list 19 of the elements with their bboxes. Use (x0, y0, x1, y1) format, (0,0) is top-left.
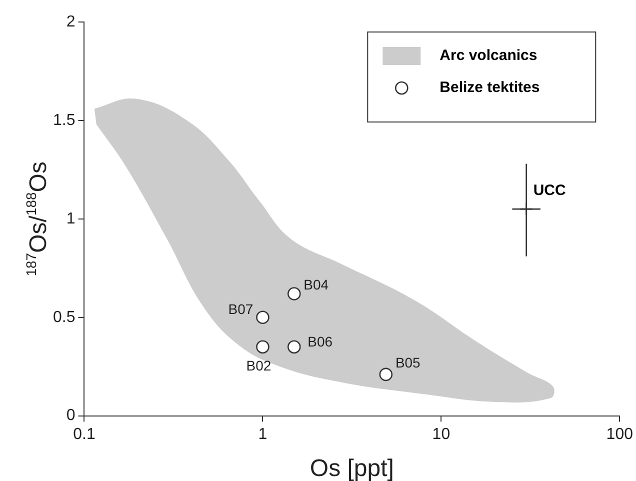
y-tick-label: 0 (66, 407, 76, 424)
annotation: B04 (304, 276, 329, 293)
annotation: B02 (246, 358, 272, 374)
annotation: B07 (228, 301, 254, 318)
series-label: UCC (533, 182, 566, 200)
annotation: B06 (308, 334, 333, 350)
y-tick-label: 1.5 (52, 112, 76, 129)
y-tick-label: 2 (66, 13, 76, 30)
legend-label: Arc volcanics (440, 47, 538, 64)
x-tick-label: 100 (606, 426, 634, 443)
x-tick-label: 0.1 (73, 426, 96, 443)
legend-label: Belize tektites (440, 79, 540, 96)
y-tick-label: 0.5 (52, 308, 76, 326)
x-tick-label: 10 (432, 426, 450, 443)
y-axis-title: 187Os/188Os (23, 162, 52, 276)
annotation: B05 (395, 354, 421, 370)
y-tick-label: 1 (66, 210, 76, 228)
x-tick-label: 1 (258, 426, 268, 443)
x-axis-title: Os [ppt] (310, 455, 394, 481)
